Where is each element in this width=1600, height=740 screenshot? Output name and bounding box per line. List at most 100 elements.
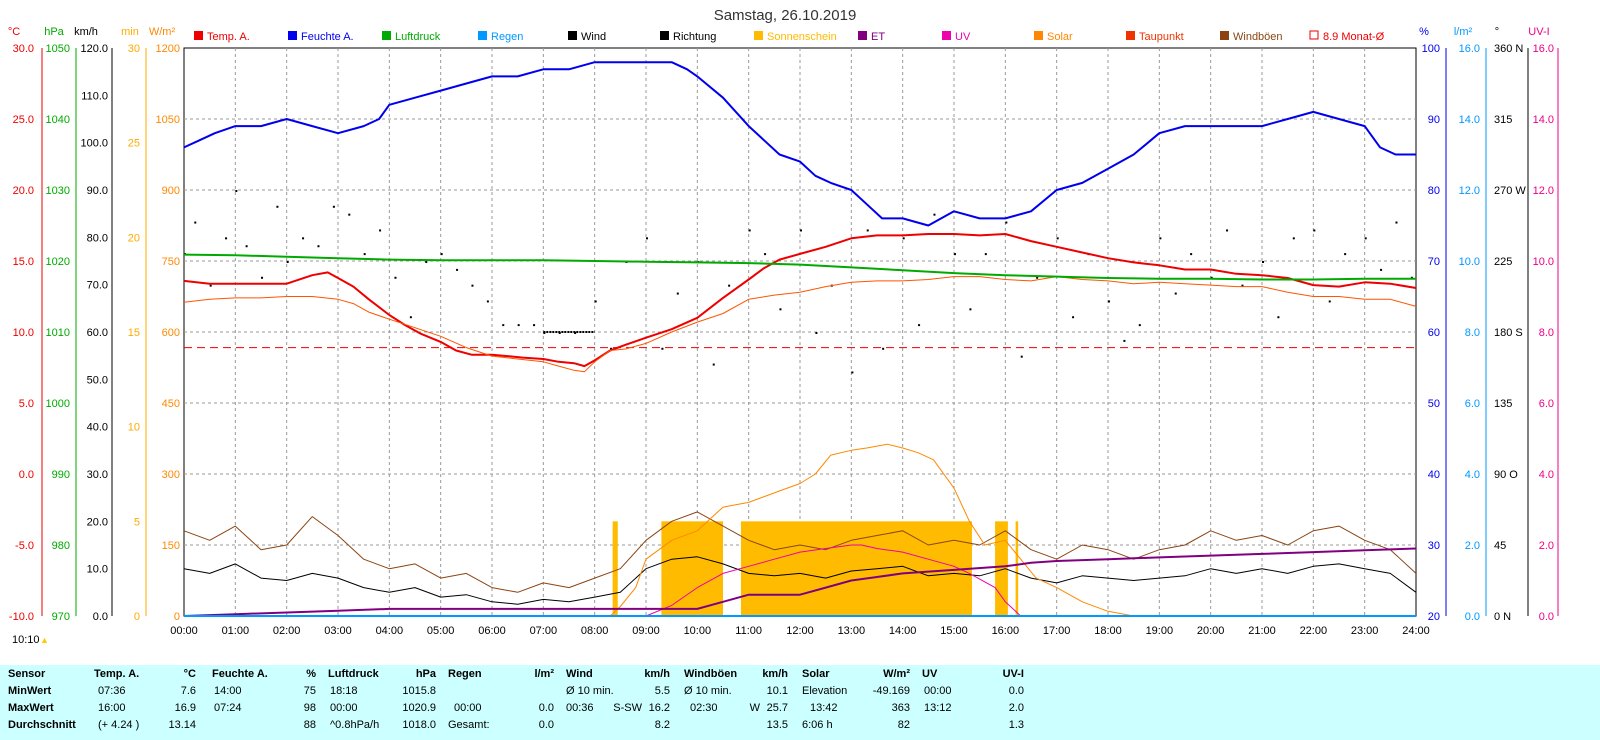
stats-header-gust: Windböen <box>684 668 738 680</box>
direction-axis-tick: 45 <box>1494 540 1506 552</box>
direction-point <box>728 284 731 287</box>
stats-header-sensor: Sensor <box>8 668 46 680</box>
sunshine-axis-tick: 10 <box>128 422 140 434</box>
legend-label: Wind <box>581 31 606 43</box>
legend-swatch <box>1126 31 1135 40</box>
series-line-uv <box>184 544 1416 617</box>
humidity-axis-tick: 100 <box>1422 43 1440 55</box>
uvi-axis-tick: 2.0 <box>1539 540 1554 552</box>
stats-header-solar-unit: W/m² <box>883 668 910 680</box>
direction-point <box>815 332 818 334</box>
stats-max-temp: 16.9 <box>174 702 196 714</box>
direction-point <box>1226 229 1229 232</box>
solar-axis-tick: 900 <box>162 185 180 197</box>
pressure-axis-tick: 1030 <box>46 185 70 197</box>
direction-point <box>779 308 782 311</box>
stats-max-gust-time: 02:30 <box>690 702 718 714</box>
stats-max-press: 1020.9 <box>402 702 436 714</box>
direction-point <box>610 347 613 350</box>
stats-min-label: MinWert <box>8 685 52 697</box>
x-tick-label: 14:00 <box>889 625 917 637</box>
direction-point <box>1380 268 1383 271</box>
stats-header-temp-unit: °C <box>183 668 196 680</box>
direction-point <box>646 237 648 240</box>
temp-axis-tick: 30.0 <box>13 43 34 55</box>
legend-label: Solar <box>1047 31 1073 43</box>
stats-max-solar: 363 <box>891 702 910 714</box>
stats-min-wind: 5.5 <box>654 685 670 697</box>
stats-header-rain: Regen <box>448 668 482 680</box>
uvi-axis-tick: 0.0 <box>1539 611 1554 623</box>
temp-axis-tick: -5.0 <box>15 540 34 552</box>
x-tick-label: 10:00 <box>684 625 712 637</box>
stats-sunshine-duration: 6:06 h <box>802 719 833 731</box>
x-tick-label: 12:00 <box>786 625 814 637</box>
wind-axis-tick: 40.0 <box>87 422 108 434</box>
legend-label: Regen <box>491 31 523 43</box>
legend-label: Taupunkt <box>1139 31 1184 43</box>
rain-axis-tick: 6.0 <box>1465 398 1480 410</box>
direction-point <box>1277 316 1280 319</box>
x-tick-label: 01:00 <box>222 625 250 637</box>
wind-axis-tick: 10.0 <box>87 564 108 576</box>
direction-point <box>486 300 489 303</box>
rain-axis-tick: 2.0 <box>1465 540 1480 552</box>
stats-header-temp: Temp. A. <box>94 668 140 680</box>
uvi-axis-tick: 8.0 <box>1539 327 1554 339</box>
stats-avg-temp-delta: (+ 4.24 ) <box>98 719 140 731</box>
direction-point <box>918 324 921 327</box>
x-tick-label: 05:00 <box>427 625 455 637</box>
solar-axis-tick: 600 <box>162 327 180 339</box>
stats-min-uv-time: 00:00 <box>924 685 952 697</box>
temp-axis-tick: 15.0 <box>13 256 34 268</box>
stats-rain-total-label: Gesamt: <box>448 719 490 731</box>
stats-min-press: 1015.8 <box>402 685 436 697</box>
direction-point <box>440 253 443 256</box>
x-tick-label: 20:00 <box>1197 625 1225 637</box>
direction-point <box>748 229 751 232</box>
uvi-axis-tick: 14.0 <box>1533 114 1554 126</box>
stats-table: Sensor Temp. A. °C Feuchte A. % Luftdruc… <box>0 665 1600 740</box>
x-tick-label: 03:00 <box>324 625 352 637</box>
direction-point <box>1313 229 1316 232</box>
direction-axis-tick: 180 S <box>1494 327 1523 339</box>
stats-header-gust-unit: km/h <box>762 668 788 680</box>
stats-min-solar-label: Elevation <box>802 685 848 697</box>
legend-swatch <box>478 31 487 40</box>
direction-point <box>225 237 228 240</box>
current-time-label: 10:10 <box>12 634 40 646</box>
x-tick-label: 11:00 <box>735 625 762 637</box>
chart-svg: Samstag, 26.10.2019 °C hPa km/h min W/m²% l/m²… <box>8 7 1559 646</box>
direction-point <box>502 324 505 327</box>
stats-header-wind-unit: km/h <box>644 668 670 680</box>
uvi-axis-tick: 12.0 <box>1533 185 1554 197</box>
x-tick-label: 17:00 <box>1043 625 1071 637</box>
stats-header-solar: Solar <box>802 668 830 680</box>
stats-min-uv: 0.0 <box>1008 685 1024 697</box>
direction-axis-tick: 270 W <box>1494 185 1526 197</box>
direction-point <box>1159 237 1162 240</box>
axis-unit-rain: l/m² <box>1454 26 1473 38</box>
solar-axis-tick: 300 <box>162 469 180 481</box>
stats-header-uvi: UV-I <box>1002 668 1024 680</box>
series-line-wind <box>183 556 1417 605</box>
direction-point <box>245 245 248 248</box>
stats-header-wind: Wind <box>566 668 593 680</box>
humidity-axis-tick: 20 <box>1428 611 1440 623</box>
stats-avg-hum: 88 <box>303 719 316 731</box>
stats-max-uv-time: 13:12 <box>924 702 952 714</box>
humidity-axis-tick: 60 <box>1428 327 1440 339</box>
sunshine-axis-tick: 5 <box>134 516 140 528</box>
axis-unit-humidity: % <box>1419 26 1429 38</box>
direction-axis-tick: 135 <box>1494 398 1512 410</box>
stats-press-trend: ^0.8hPa/h <box>330 719 380 731</box>
stats-min-temp: 7.6 <box>180 685 196 697</box>
stats-min-hum: 75 <box>303 685 316 697</box>
stats-avg-label: Durchschnitt <box>8 719 76 731</box>
humidity-axis-tick: 90 <box>1428 114 1440 126</box>
stats-min-gust-label: Ø 10 min. <box>684 685 732 697</box>
axis-unit-uvi: UV-I <box>1528 26 1549 38</box>
x-tick-label: 13:00 <box>838 625 866 637</box>
stats-max-hum: 98 <box>303 702 316 714</box>
series-line-taupunkt <box>183 276 1417 373</box>
